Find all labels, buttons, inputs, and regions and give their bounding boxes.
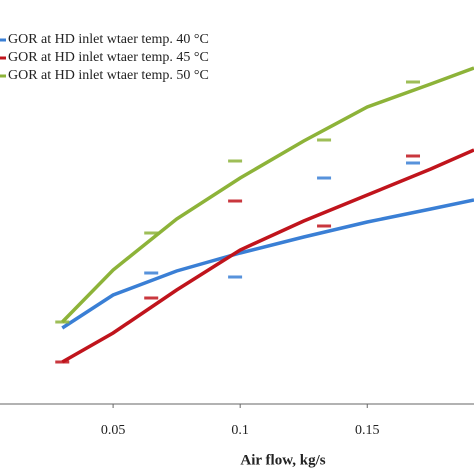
data-point — [55, 320, 70, 324]
trend-line — [61, 66, 474, 324]
trend-line — [61, 148, 474, 364]
data-point — [406, 154, 421, 158]
data-point — [55, 360, 70, 364]
trend-line — [61, 198, 474, 330]
data-point — [317, 224, 332, 228]
x-tick-label: 0.1 — [231, 423, 249, 438]
data-point — [144, 271, 159, 275]
data-point — [406, 161, 421, 165]
legend-marker — [0, 56, 6, 60]
data-point — [228, 159, 243, 163]
data-point — [228, 199, 243, 203]
legend-marker — [0, 74, 6, 78]
data-point — [317, 138, 332, 142]
data-point — [144, 231, 159, 235]
legend-label: GOR at HD inlet wtaer temp. 50 °C — [8, 68, 209, 83]
data-point — [406, 80, 421, 84]
x-tick-label: 0.15 — [355, 423, 380, 438]
data-point — [228, 275, 243, 279]
x-tick-label: 0.05 — [101, 423, 126, 438]
data-point — [317, 176, 332, 180]
legend-marker — [0, 38, 6, 42]
legend-label: GOR at HD inlet wtaer temp. 45 °C — [8, 50, 209, 65]
data-point — [144, 296, 159, 300]
x-axis-label: Air flow, kg/s — [240, 452, 325, 468]
legend-label: GOR at HD inlet wtaer temp. 40 °C — [8, 32, 209, 47]
